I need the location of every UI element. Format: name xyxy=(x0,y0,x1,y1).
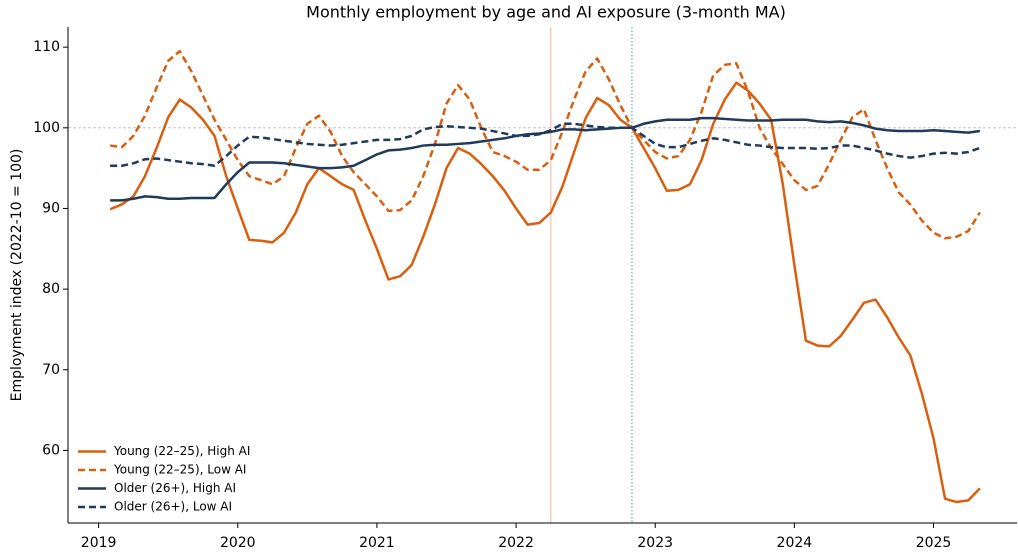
y-tick-label: 70 xyxy=(42,362,60,378)
series-line xyxy=(110,116,981,202)
legend-label: Young (22–25), Low AI xyxy=(113,463,246,477)
legend-label: Older (26+), Low AI xyxy=(114,500,232,514)
series-line xyxy=(110,122,981,167)
y-tick-label: 110 xyxy=(33,39,60,55)
legend-label: Young (22–25), High AI xyxy=(113,444,250,458)
x-tick-label: 2021 xyxy=(359,535,395,551)
series-line xyxy=(109,81,981,504)
y-tick-label: 90 xyxy=(42,200,60,216)
y-tick-label: 100 xyxy=(33,120,60,136)
series-line xyxy=(109,49,981,240)
x-tick-label: 2025 xyxy=(916,535,952,551)
chart-title: Monthly employment by age and AI exposur… xyxy=(306,3,786,22)
y-tick-label: 80 xyxy=(42,281,60,297)
y-tick-label: 60 xyxy=(42,442,60,458)
y-axis-label: Employment index (2022-10 = 100) xyxy=(9,149,25,402)
x-tick-label: 2020 xyxy=(220,535,256,551)
x-tick-label: 2024 xyxy=(777,535,813,551)
x-tick-label: 2023 xyxy=(637,535,673,551)
x-tick-label: 2019 xyxy=(81,535,117,551)
x-tick-label: 2022 xyxy=(498,535,534,551)
legend-label: Older (26+), High AI xyxy=(114,481,236,495)
